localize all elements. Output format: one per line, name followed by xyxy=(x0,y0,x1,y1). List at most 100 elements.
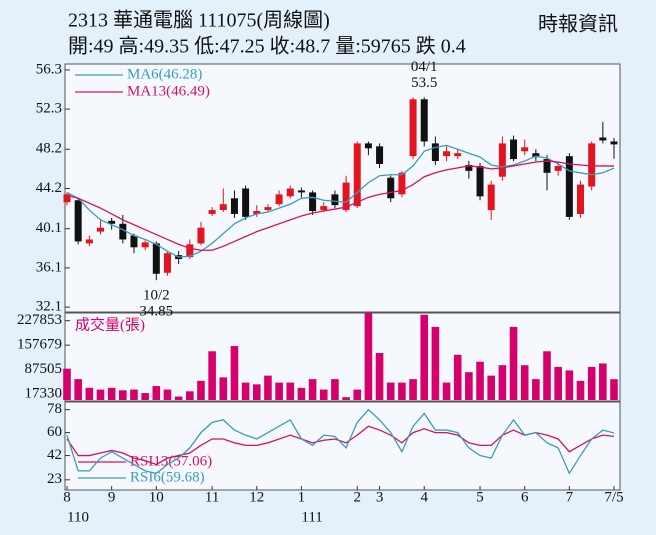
y-tick-label: 48.2 xyxy=(36,141,62,157)
volume-bar xyxy=(476,361,484,400)
candle-body xyxy=(420,99,428,142)
volume-bar xyxy=(308,379,317,400)
candle-body xyxy=(532,153,540,158)
candle-body xyxy=(487,184,495,211)
candle-body xyxy=(510,139,518,160)
candle-body xyxy=(543,159,551,173)
legend-label: MA13(46.49) xyxy=(127,83,210,99)
annotation-price: 53.5 xyxy=(411,75,437,91)
y-tick-label: 60 xyxy=(47,424,62,440)
x-tick-label: 9 xyxy=(108,489,116,505)
candle-body xyxy=(186,244,194,258)
volume-bar xyxy=(174,396,183,400)
x-tick-label: 2 xyxy=(353,489,361,505)
volume-bar xyxy=(197,380,205,400)
volume-bar xyxy=(465,372,473,400)
candle-body xyxy=(376,146,384,164)
y-tick-label: 157679 xyxy=(17,337,62,353)
candle-body xyxy=(163,253,171,273)
x-tick-label: 10 xyxy=(149,489,164,505)
candle-body xyxy=(219,204,227,211)
candle-body xyxy=(253,211,261,214)
x-tick-label: 1 xyxy=(298,489,306,505)
volume-bar xyxy=(286,382,295,400)
volume-bar xyxy=(342,397,350,400)
volume-bar xyxy=(185,391,194,400)
x-tick-label: 7/5 xyxy=(604,489,623,505)
volume-bar xyxy=(230,346,239,400)
candle-body xyxy=(364,143,372,149)
volume-bar xyxy=(107,387,116,400)
volume-bar xyxy=(375,353,384,400)
volume-bar xyxy=(599,363,607,400)
candle-body xyxy=(554,165,562,171)
y-tick-label: 87505 xyxy=(25,361,63,377)
candle-body xyxy=(521,147,529,152)
header-title: 2313 華通電腦 111075(周線圖) xyxy=(68,9,330,32)
candle-body xyxy=(152,243,160,274)
candle-body xyxy=(208,210,216,214)
candle-body xyxy=(331,194,339,206)
candle-body xyxy=(431,143,439,162)
volume-bar xyxy=(219,377,228,400)
y-tick-label: 32.1 xyxy=(36,299,62,315)
x-tick-label: 7 xyxy=(566,489,574,505)
x-tick-label: 4 xyxy=(420,489,428,505)
candle-body xyxy=(320,206,328,211)
annotation-price: 34.85 xyxy=(139,304,173,320)
x-tick-label: 5 xyxy=(476,489,484,505)
volume-bar xyxy=(119,390,127,400)
candle-body xyxy=(610,141,618,145)
candle-body xyxy=(454,153,462,157)
legend-label: MA6(46.28) xyxy=(127,66,202,82)
x-year-label: 111 xyxy=(301,509,322,525)
series-line xyxy=(66,144,615,258)
volume-bar xyxy=(487,375,496,400)
candle-body xyxy=(577,184,585,214)
candle-body xyxy=(443,151,451,157)
series-line xyxy=(66,425,615,466)
y-tick-label: 78 xyxy=(47,401,62,417)
x-tick-label: 8 xyxy=(63,489,71,505)
candle-body xyxy=(353,143,361,207)
volume-bar xyxy=(353,389,362,400)
volume-bar xyxy=(96,389,105,400)
x-tick-label: 6 xyxy=(521,489,529,505)
series-line xyxy=(66,160,615,251)
volume-bar xyxy=(587,366,596,400)
legend-label: RSI13(57.06) xyxy=(130,453,212,469)
volume-title: 成交量(張) xyxy=(75,315,145,333)
volume-bar xyxy=(453,354,462,400)
volume-bar xyxy=(74,379,82,400)
volume-bar xyxy=(442,382,451,400)
x-tick-label: 3 xyxy=(376,489,384,505)
candle-body xyxy=(141,242,149,248)
candle-body xyxy=(599,137,607,141)
y-tick-label: 42 xyxy=(47,447,62,463)
volume-bar xyxy=(85,387,94,400)
header-source: 時報資訊 xyxy=(538,13,618,36)
y-tick-label: 17330 xyxy=(25,385,63,401)
volume-bar xyxy=(576,380,585,400)
volume-bar xyxy=(431,326,440,400)
x-tick-label: 11 xyxy=(205,489,219,505)
volume-bar xyxy=(297,387,306,400)
candle-body xyxy=(342,182,350,211)
candle-body xyxy=(242,188,250,217)
volume-bar xyxy=(554,366,562,400)
volume-bar xyxy=(141,393,149,400)
header-quote: 開:49 高:49.35 低:47.25 收:48.7 量:59765 跌 0.… xyxy=(68,35,466,58)
x-year-label: 110 xyxy=(67,509,89,525)
volume-bar xyxy=(275,382,283,400)
volume-bar xyxy=(241,382,250,400)
candle-body xyxy=(85,239,93,244)
annotation-date: 10/2 xyxy=(143,288,170,304)
volume-bar xyxy=(409,379,417,400)
volume-bar xyxy=(498,365,507,400)
candle-body xyxy=(108,220,116,224)
candle-body xyxy=(588,143,596,187)
y-tick-label: 44.2 xyxy=(36,180,62,196)
volume-bar xyxy=(543,351,551,400)
volume-bar xyxy=(264,375,272,400)
